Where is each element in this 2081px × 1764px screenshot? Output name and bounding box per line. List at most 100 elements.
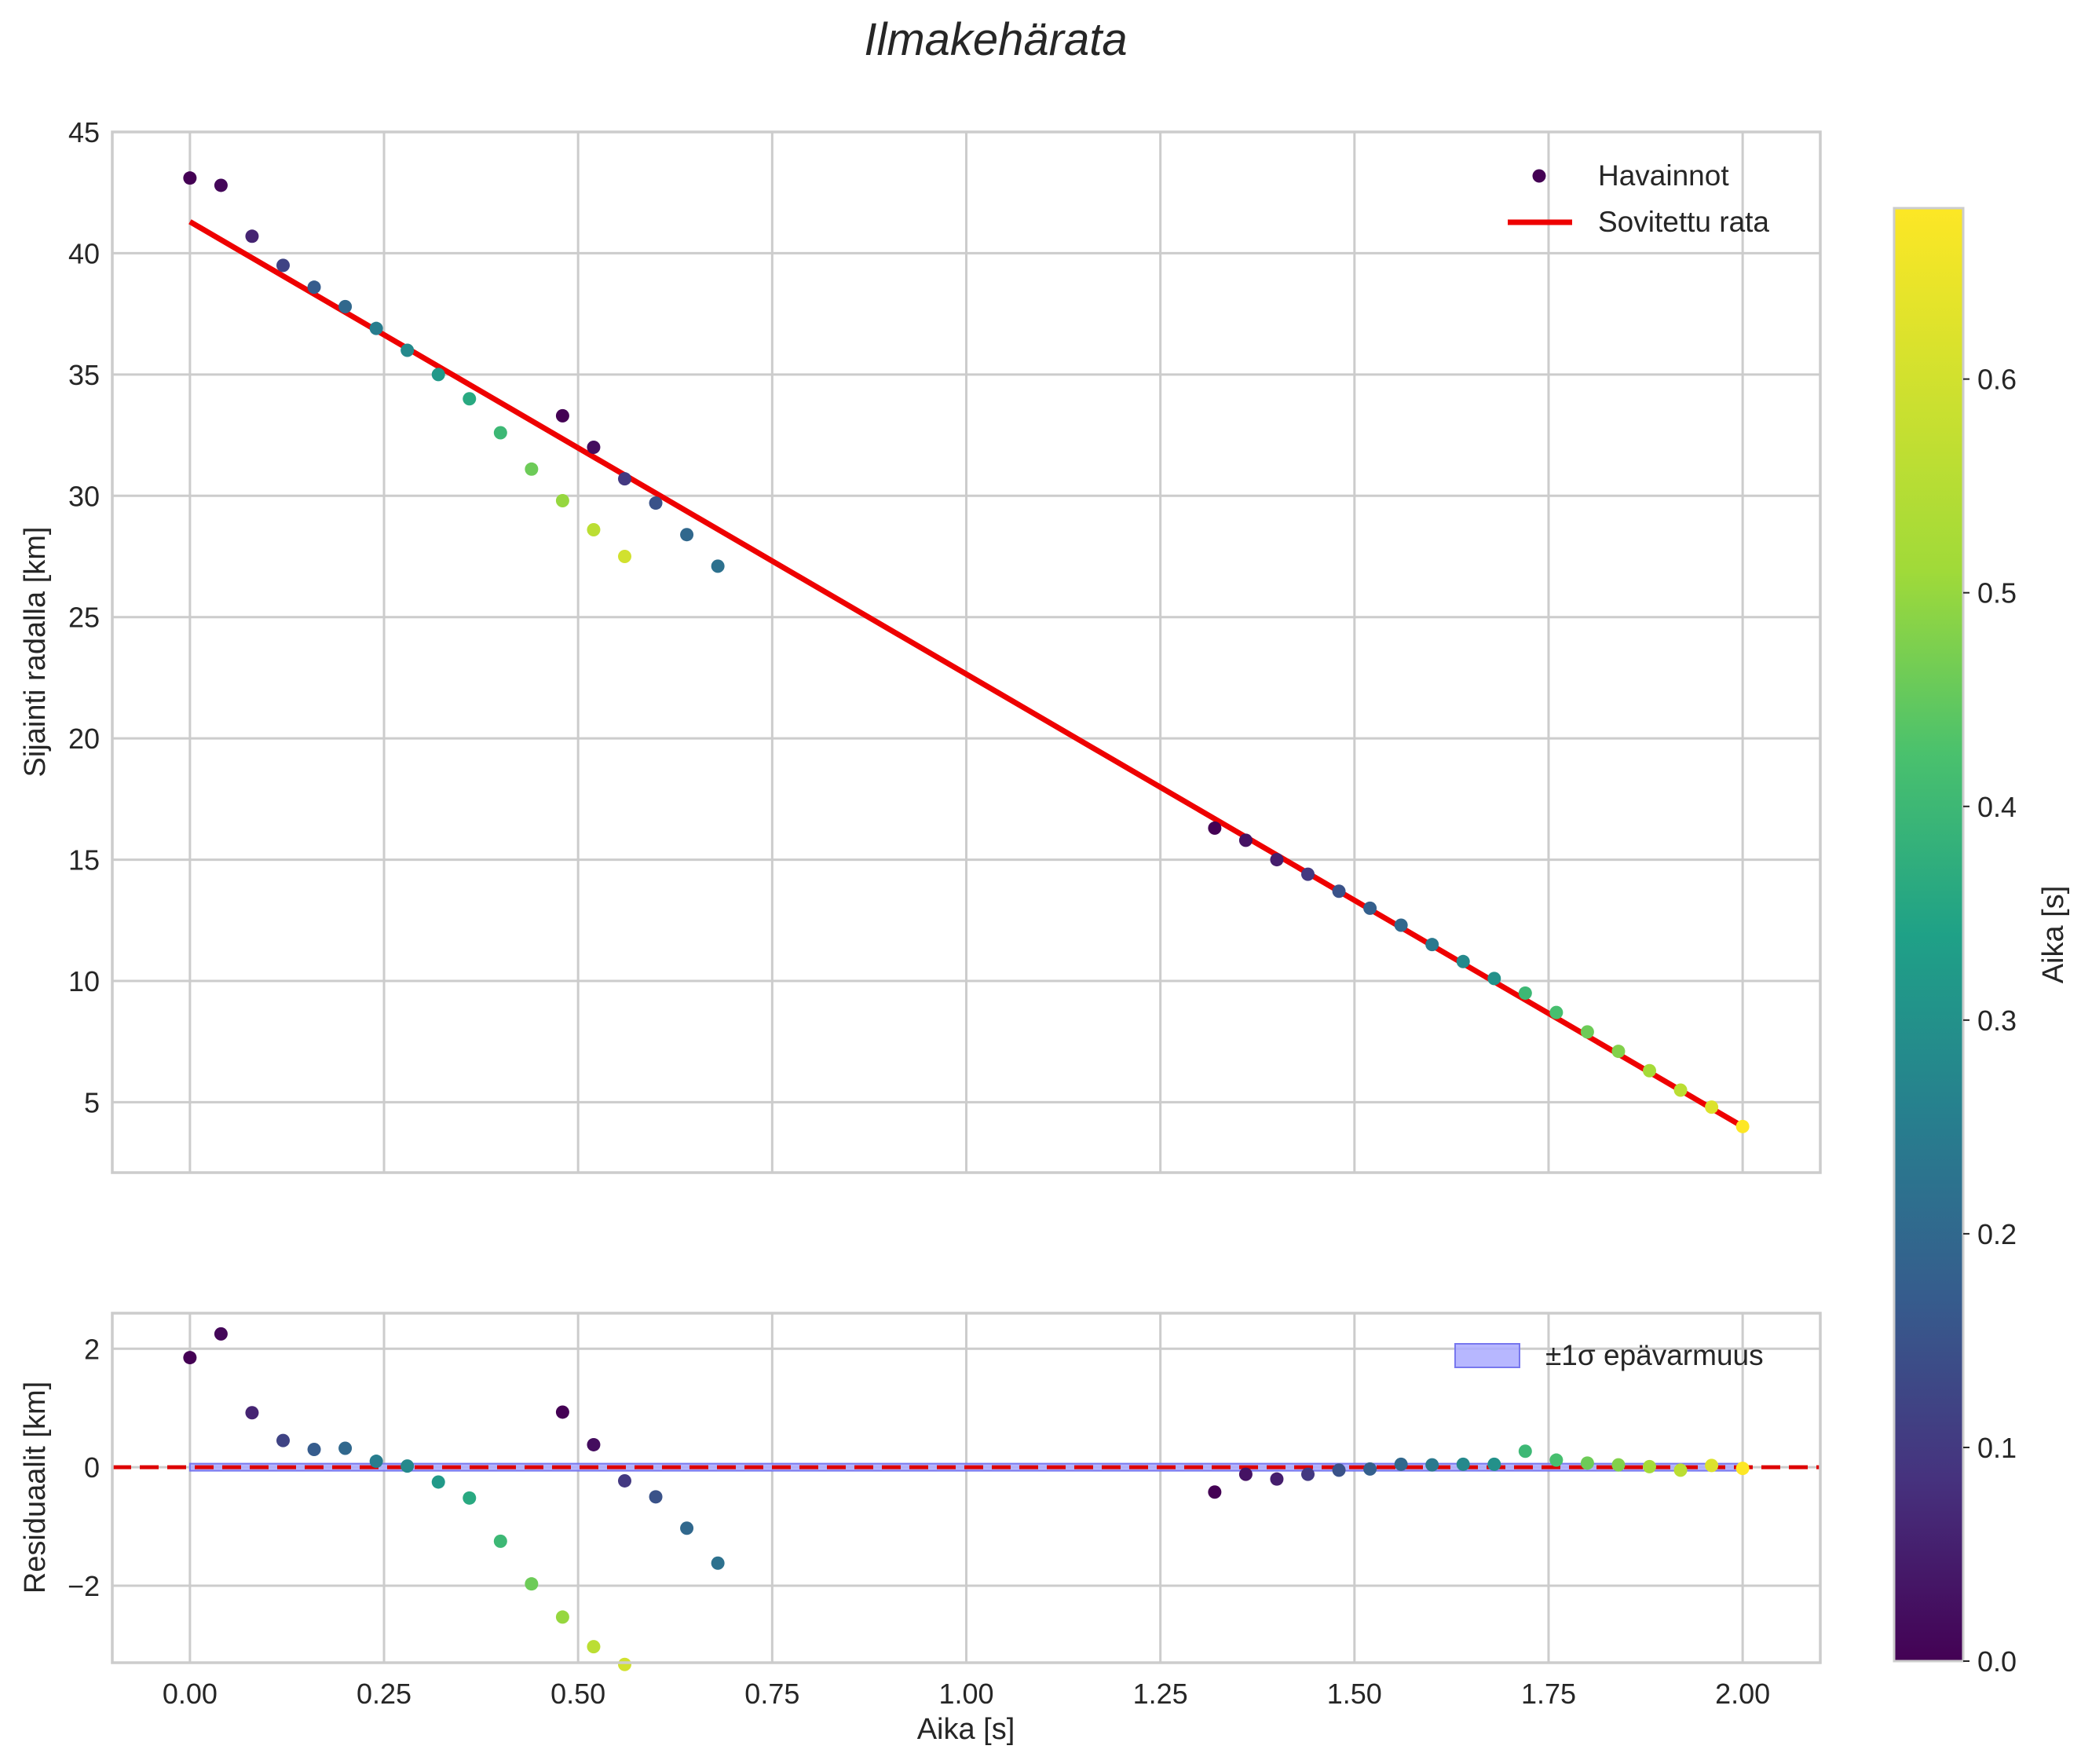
main-gridlines xyxy=(112,130,1820,1173)
main-data-point xyxy=(1425,938,1439,952)
residual-data-point xyxy=(276,1433,290,1447)
residual-data-point xyxy=(555,1405,569,1419)
colorbar-tick-label: 0.6 xyxy=(1977,364,2017,396)
colorbar-gradient xyxy=(1893,207,1965,1663)
residual-y-tick-label: −2 xyxy=(68,1570,100,1602)
residual-y-axis-label: Residuaalit [km] xyxy=(19,1382,52,1594)
main-axes-frame xyxy=(111,130,1822,1174)
x-tick-label: 1.75 xyxy=(1521,1678,1576,1710)
main-y-tick-labels: 5 10 15 20 25 30 35 40 45 xyxy=(68,116,100,1118)
residual-data-point xyxy=(463,1491,477,1505)
main-y-tick-label: 5 xyxy=(84,1086,100,1118)
main-y-axis-label: Sijainti radalla [km] xyxy=(19,527,52,778)
main-data-point xyxy=(183,171,197,185)
main-data-point xyxy=(1456,954,1470,968)
main-data-point xyxy=(493,426,507,440)
residual-data-point xyxy=(183,1351,197,1365)
residual-data-point xyxy=(555,1610,569,1624)
colorbar-tick-label: 0.3 xyxy=(1977,1005,2017,1037)
main-data-point xyxy=(649,496,663,511)
colorbar-label: Aika [s] xyxy=(2037,886,2070,984)
residual-data-point xyxy=(1643,1459,1656,1473)
residual-data-point xyxy=(525,1577,539,1591)
main-data-point xyxy=(1301,867,1315,881)
main-y-tick-label: 20 xyxy=(68,723,100,755)
main-data-point xyxy=(1611,1045,1626,1059)
colorbar-tick-labels: 0.0 0.1 0.2 0.3 0.4 0.5 0.6 xyxy=(1963,364,2017,1678)
main-y-tick-label: 10 xyxy=(68,965,100,997)
legend-observations-marker xyxy=(1532,169,1546,183)
main-data-point xyxy=(1487,972,1501,986)
x-tick-label: 0.25 xyxy=(357,1678,411,1710)
x-tick-label: 0.75 xyxy=(744,1678,799,1710)
main-data-point xyxy=(680,528,694,542)
residual-y-tick-label: 0 xyxy=(84,1451,100,1484)
main-scatter-points xyxy=(183,171,1750,1133)
residual-data-point xyxy=(214,1327,228,1341)
residual-data-point xyxy=(618,1473,631,1488)
main-y-tick-label: 35 xyxy=(68,359,100,391)
main-data-point xyxy=(463,392,477,406)
main-data-point xyxy=(276,258,290,273)
main-data-point xyxy=(555,408,569,423)
residual-data-point xyxy=(1456,1457,1470,1471)
main-data-point xyxy=(307,280,321,295)
main-data-point xyxy=(1705,1100,1719,1114)
main-data-point xyxy=(618,550,631,564)
residual-data-point xyxy=(1487,1457,1501,1471)
main-data-point xyxy=(1518,986,1532,1000)
x-tick-label: 0.00 xyxy=(163,1678,218,1710)
main-data-point xyxy=(711,559,725,573)
main-data-point xyxy=(338,299,353,313)
x-axis-label: Aika [s] xyxy=(917,1713,1015,1746)
residual-scatter-points xyxy=(183,1327,1750,1671)
main-data-point xyxy=(587,523,601,537)
x-tick-label: 2.00 xyxy=(1715,1678,1770,1710)
residual-data-point xyxy=(1301,1467,1315,1481)
residual-legend: ±1σ epävarmuus xyxy=(1454,1339,1764,1371)
residual-panel: −2 0 2 0.00 0.25 0.50 0.75 1.00 1.25 1.50 1.75 2.0… xyxy=(19,1312,1822,1746)
fitted-trajectory-line xyxy=(188,219,1744,1129)
main-data-point xyxy=(245,229,259,243)
legend-band-swatch xyxy=(1454,1343,1520,1368)
residual-data-point xyxy=(493,1534,507,1548)
colorbar-tick-label: 0.0 xyxy=(1977,1645,2017,1678)
colorbar: 0.0 0.1 0.2 0.3 0.4 0.5 0.6 Aika [s] xyxy=(1893,207,2070,1678)
residual-data-point xyxy=(680,1521,694,1535)
residual-data-point xyxy=(1425,1458,1439,1472)
main-data-point xyxy=(1208,821,1222,835)
main-data-point xyxy=(1735,1119,1750,1133)
main-data-point xyxy=(1643,1063,1656,1078)
residual-data-point xyxy=(1735,1462,1750,1476)
residual-data-point xyxy=(711,1556,725,1570)
residual-y-tick-labels: −2 0 2 xyxy=(68,1333,100,1602)
chart-title: Ilmakehärata xyxy=(864,14,1127,65)
main-y-tick-label: 30 xyxy=(68,480,100,512)
residual-data-point xyxy=(307,1442,321,1456)
main-data-point xyxy=(525,462,539,476)
x-tick-label: 1.00 xyxy=(938,1678,993,1710)
main-data-point xyxy=(618,472,631,486)
x-tick-label: 0.50 xyxy=(550,1678,605,1710)
colorbar-tick-label: 0.1 xyxy=(1977,1432,2017,1464)
x-tick-label: 1.50 xyxy=(1327,1678,1382,1710)
legend-observations-label: Havainnot xyxy=(1598,159,1729,192)
residual-data-point xyxy=(1270,1472,1284,1486)
residual-gridlines xyxy=(112,1313,1820,1663)
residual-axes-frame xyxy=(111,1312,1822,1664)
main-data-point xyxy=(555,493,569,507)
colorbar-tick-label: 0.4 xyxy=(1977,791,2017,823)
main-data-point xyxy=(1549,1005,1563,1019)
residual-data-point xyxy=(618,1657,631,1671)
main-data-point xyxy=(1673,1083,1688,1097)
x-tick-labels: 0.00 0.25 0.50 0.75 1.00 1.25 1.50 1.75 2.00 xyxy=(163,1678,1770,1710)
main-data-point xyxy=(587,441,601,455)
residual-data-point xyxy=(1518,1444,1532,1458)
residual-data-point xyxy=(1611,1458,1626,1472)
residual-data-point xyxy=(400,1459,415,1473)
legend-fit-label: Sovitettu rata xyxy=(1598,206,1769,238)
main-data-point xyxy=(1332,884,1346,898)
residual-data-point xyxy=(1332,1463,1346,1477)
